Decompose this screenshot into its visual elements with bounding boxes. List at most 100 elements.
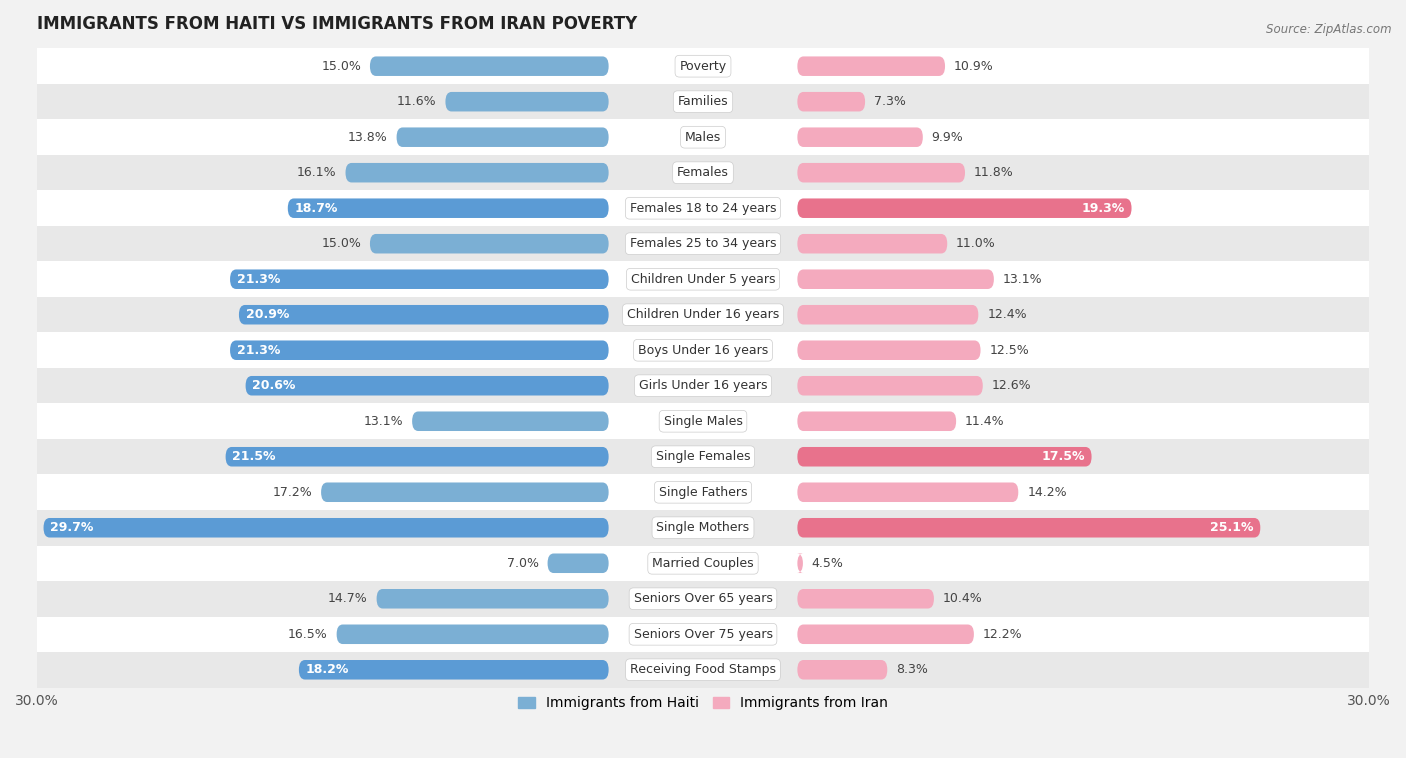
FancyBboxPatch shape: [797, 660, 887, 679]
Bar: [37, 120, 1369, 155]
Text: 29.7%: 29.7%: [51, 522, 94, 534]
Bar: [37, 190, 1369, 226]
Text: 12.6%: 12.6%: [991, 379, 1031, 392]
FancyBboxPatch shape: [797, 483, 1018, 502]
FancyBboxPatch shape: [346, 163, 609, 183]
Bar: [37, 475, 1369, 510]
Text: 11.8%: 11.8%: [974, 166, 1014, 179]
Text: Single Females: Single Females: [655, 450, 751, 463]
FancyBboxPatch shape: [547, 553, 609, 573]
Text: Females 18 to 24 years: Females 18 to 24 years: [630, 202, 776, 215]
FancyBboxPatch shape: [370, 56, 609, 76]
FancyBboxPatch shape: [321, 483, 609, 502]
FancyBboxPatch shape: [239, 305, 609, 324]
Text: 21.3%: 21.3%: [236, 273, 280, 286]
Text: Females 25 to 34 years: Females 25 to 34 years: [630, 237, 776, 250]
FancyBboxPatch shape: [797, 163, 965, 183]
FancyBboxPatch shape: [44, 518, 609, 537]
Text: 10.4%: 10.4%: [943, 592, 983, 605]
Text: 7.0%: 7.0%: [506, 557, 538, 570]
FancyBboxPatch shape: [288, 199, 609, 218]
FancyBboxPatch shape: [225, 447, 609, 466]
Text: 19.3%: 19.3%: [1081, 202, 1125, 215]
FancyBboxPatch shape: [299, 660, 609, 679]
Text: 16.5%: 16.5%: [288, 628, 328, 641]
FancyBboxPatch shape: [797, 56, 945, 76]
FancyBboxPatch shape: [377, 589, 609, 609]
Text: IMMIGRANTS FROM HAITI VS IMMIGRANTS FROM IRAN POVERTY: IMMIGRANTS FROM HAITI VS IMMIGRANTS FROM…: [37, 15, 637, 33]
FancyBboxPatch shape: [797, 127, 922, 147]
Text: 13.8%: 13.8%: [347, 130, 388, 144]
Text: 15.0%: 15.0%: [321, 60, 361, 73]
Text: Children Under 5 years: Children Under 5 years: [631, 273, 775, 286]
Text: 11.0%: 11.0%: [956, 237, 995, 250]
Text: Males: Males: [685, 130, 721, 144]
Text: 13.1%: 13.1%: [1002, 273, 1042, 286]
Text: Seniors Over 75 years: Seniors Over 75 years: [634, 628, 772, 641]
FancyBboxPatch shape: [797, 376, 983, 396]
Text: 11.4%: 11.4%: [965, 415, 1005, 428]
Text: Poverty: Poverty: [679, 60, 727, 73]
Text: 20.9%: 20.9%: [246, 309, 290, 321]
Bar: [37, 652, 1369, 688]
Text: Boys Under 16 years: Boys Under 16 years: [638, 343, 768, 357]
Text: 18.7%: 18.7%: [294, 202, 337, 215]
Text: 21.3%: 21.3%: [236, 343, 280, 357]
Text: 8.3%: 8.3%: [896, 663, 928, 676]
Bar: [37, 84, 1369, 120]
FancyBboxPatch shape: [797, 447, 1091, 466]
Text: Single Mothers: Single Mothers: [657, 522, 749, 534]
FancyBboxPatch shape: [797, 625, 974, 644]
Bar: [37, 616, 1369, 652]
FancyBboxPatch shape: [336, 625, 609, 644]
Text: Children Under 16 years: Children Under 16 years: [627, 309, 779, 321]
Bar: [37, 581, 1369, 616]
FancyBboxPatch shape: [797, 305, 979, 324]
FancyBboxPatch shape: [797, 269, 994, 289]
FancyBboxPatch shape: [797, 234, 948, 253]
Text: 18.2%: 18.2%: [305, 663, 349, 676]
Text: 25.1%: 25.1%: [1211, 522, 1254, 534]
Text: 20.6%: 20.6%: [252, 379, 295, 392]
Text: 13.1%: 13.1%: [364, 415, 404, 428]
Text: Single Males: Single Males: [664, 415, 742, 428]
Text: Married Couples: Married Couples: [652, 557, 754, 570]
Bar: [37, 226, 1369, 262]
Bar: [37, 403, 1369, 439]
Bar: [37, 510, 1369, 546]
Text: 10.9%: 10.9%: [953, 60, 994, 73]
Bar: [37, 439, 1369, 475]
FancyBboxPatch shape: [797, 412, 956, 431]
FancyBboxPatch shape: [231, 340, 609, 360]
FancyBboxPatch shape: [797, 518, 1260, 537]
Text: 21.5%: 21.5%: [232, 450, 276, 463]
Text: Single Fathers: Single Fathers: [659, 486, 747, 499]
Text: 16.1%: 16.1%: [297, 166, 336, 179]
Text: 17.5%: 17.5%: [1042, 450, 1085, 463]
Bar: [37, 546, 1369, 581]
FancyBboxPatch shape: [370, 234, 609, 253]
Legend: Immigrants from Haiti, Immigrants from Iran: Immigrants from Haiti, Immigrants from I…: [512, 691, 894, 716]
Text: 14.7%: 14.7%: [328, 592, 368, 605]
Text: Families: Families: [678, 96, 728, 108]
Text: 7.3%: 7.3%: [875, 96, 905, 108]
Text: Females: Females: [678, 166, 728, 179]
FancyBboxPatch shape: [797, 553, 803, 573]
Text: Girls Under 16 years: Girls Under 16 years: [638, 379, 768, 392]
FancyBboxPatch shape: [446, 92, 609, 111]
Text: 9.9%: 9.9%: [932, 130, 963, 144]
Text: 14.2%: 14.2%: [1028, 486, 1067, 499]
Text: 12.5%: 12.5%: [990, 343, 1029, 357]
FancyBboxPatch shape: [797, 92, 865, 111]
Text: 12.2%: 12.2%: [983, 628, 1022, 641]
FancyBboxPatch shape: [412, 412, 609, 431]
FancyBboxPatch shape: [797, 199, 1132, 218]
FancyBboxPatch shape: [246, 376, 609, 396]
FancyBboxPatch shape: [396, 127, 609, 147]
FancyBboxPatch shape: [797, 589, 934, 609]
Text: 12.4%: 12.4%: [987, 309, 1026, 321]
Bar: [37, 155, 1369, 190]
Text: Source: ZipAtlas.com: Source: ZipAtlas.com: [1267, 23, 1392, 36]
Bar: [37, 297, 1369, 333]
Text: 17.2%: 17.2%: [273, 486, 312, 499]
